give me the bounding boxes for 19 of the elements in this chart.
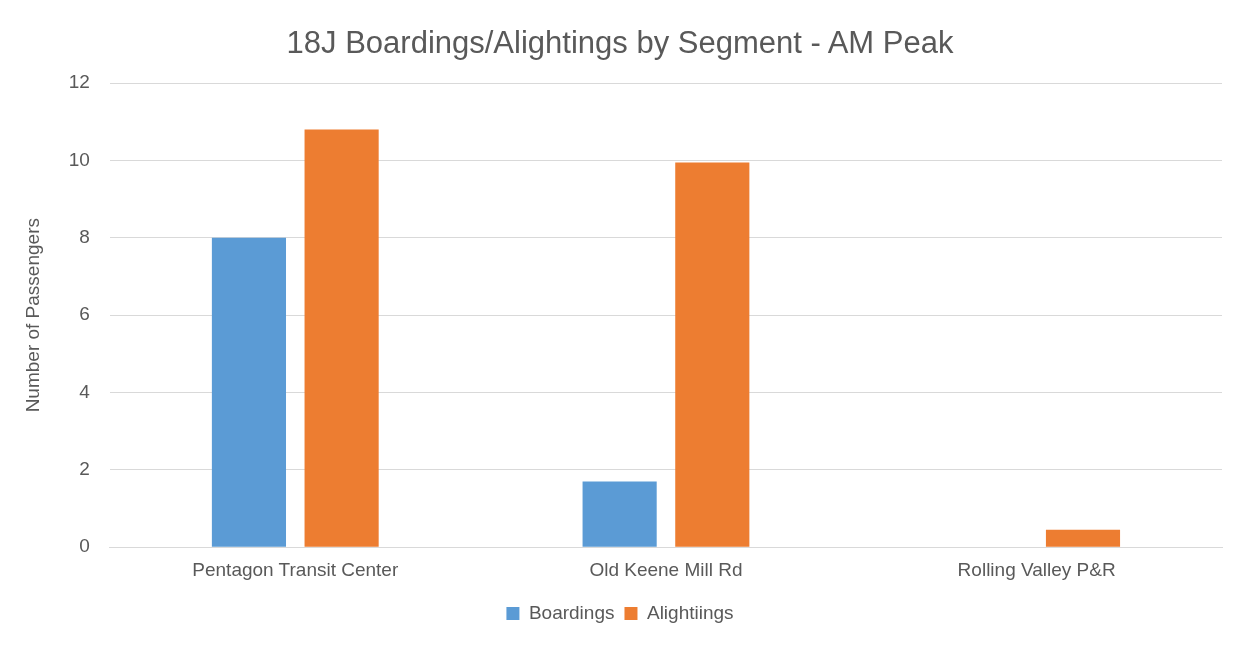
- y-tick-label: 10: [68, 148, 90, 170]
- x-tick-label: Rolling Valley P&R: [957, 558, 1116, 580]
- x-tick-label: Pentagon Transit Center: [192, 558, 399, 580]
- y-tick-label: 8: [79, 226, 90, 248]
- bar: [582, 481, 657, 547]
- y-tick-label: 12: [68, 71, 90, 93]
- chart-title: 18J Boardings/Alightings by Segment - AM Peak: [286, 25, 954, 61]
- y-axis-title: Number of Passengers: [21, 218, 43, 413]
- y-tick-label: 4: [79, 380, 91, 402]
- bar: [211, 237, 287, 547]
- x-tick-label: Old Keene Mill Rd: [589, 558, 743, 580]
- y-tick-label: 0: [79, 535, 90, 557]
- bar: [675, 162, 750, 547]
- legend-label: Boardings: [528, 601, 615, 623]
- bar: [304, 129, 379, 547]
- legend-label: Alightiings: [646, 601, 734, 623]
- bar: [1045, 529, 1121, 547]
- y-tick-label: 2: [79, 458, 90, 480]
- y-tick-label: 6: [79, 303, 90, 325]
